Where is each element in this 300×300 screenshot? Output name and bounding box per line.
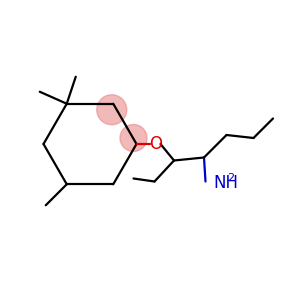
Circle shape (97, 95, 127, 125)
Text: O: O (149, 135, 162, 153)
Text: NH: NH (213, 174, 238, 192)
Text: 2: 2 (227, 173, 235, 183)
Circle shape (120, 124, 147, 152)
